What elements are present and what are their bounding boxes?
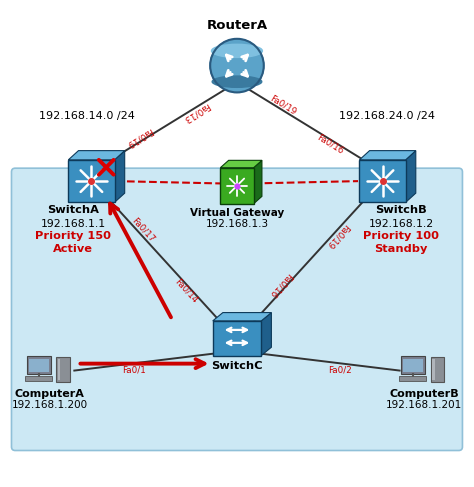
Text: Fa0/2: Fa0/2	[328, 366, 351, 375]
Text: Fa0/19: Fa0/19	[325, 222, 351, 250]
FancyBboxPatch shape	[11, 168, 463, 450]
Bar	[401, 356, 425, 375]
Bar	[213, 321, 261, 356]
Text: 192.168.24.0 /24: 192.168.24.0 /24	[339, 112, 435, 121]
Polygon shape	[406, 150, 416, 203]
Text: Fa0/1: Fa0/1	[122, 366, 146, 375]
Text: Fa0/13: Fa0/13	[181, 101, 211, 124]
Polygon shape	[115, 150, 125, 203]
Text: Priority 150: Priority 150	[35, 231, 111, 242]
Text: 192.168.1.200: 192.168.1.200	[12, 400, 88, 410]
Text: ComputerB: ComputerB	[389, 389, 459, 399]
Bar	[220, 168, 254, 204]
Text: RouterA: RouterA	[206, 19, 267, 32]
Text: SwitchC: SwitchC	[211, 361, 263, 371]
Bar	[430, 356, 445, 382]
Text: Fa0/14: Fa0/14	[173, 278, 200, 305]
Bar	[27, 356, 51, 375]
Polygon shape	[220, 160, 262, 168]
Text: Fa0/19: Fa0/19	[125, 125, 154, 149]
Text: Priority 100: Priority 100	[363, 231, 439, 242]
Text: Virtual Gateway: Virtual Gateway	[190, 208, 284, 218]
Circle shape	[210, 39, 264, 93]
Bar	[56, 356, 70, 382]
Polygon shape	[68, 150, 125, 160]
Text: Fa0/17: Fa0/17	[129, 216, 156, 244]
Text: Fa0/16: Fa0/16	[315, 133, 345, 156]
Ellipse shape	[211, 44, 263, 57]
Polygon shape	[359, 150, 416, 160]
Bar	[359, 160, 406, 203]
Polygon shape	[254, 160, 262, 204]
Bar	[432, 359, 435, 380]
Text: SwitchB: SwitchB	[375, 205, 427, 215]
Text: SwitchA: SwitchA	[47, 205, 99, 215]
Text: ComputerA: ComputerA	[15, 389, 85, 399]
Text: Active: Active	[53, 244, 93, 254]
Bar	[68, 160, 115, 203]
Bar	[58, 359, 61, 380]
Polygon shape	[213, 313, 272, 321]
Text: 192.168.1.1: 192.168.1.1	[40, 219, 106, 228]
Polygon shape	[261, 313, 272, 356]
Bar	[25, 376, 52, 381]
Text: 192.168.1.3: 192.168.1.3	[205, 219, 269, 228]
Text: Standby: Standby	[374, 244, 428, 254]
Bar	[28, 358, 49, 373]
Text: 192.168.14.0 /24: 192.168.14.0 /24	[39, 112, 135, 121]
Ellipse shape	[212, 76, 262, 87]
Text: Fa0/19: Fa0/19	[268, 94, 298, 116]
Bar	[399, 376, 426, 381]
Text: 192.168.1.201: 192.168.1.201	[386, 400, 462, 410]
Text: 192.168.1.2: 192.168.1.2	[368, 219, 434, 228]
Bar	[403, 358, 423, 373]
Text: Fa0/16: Fa0/16	[268, 271, 294, 299]
